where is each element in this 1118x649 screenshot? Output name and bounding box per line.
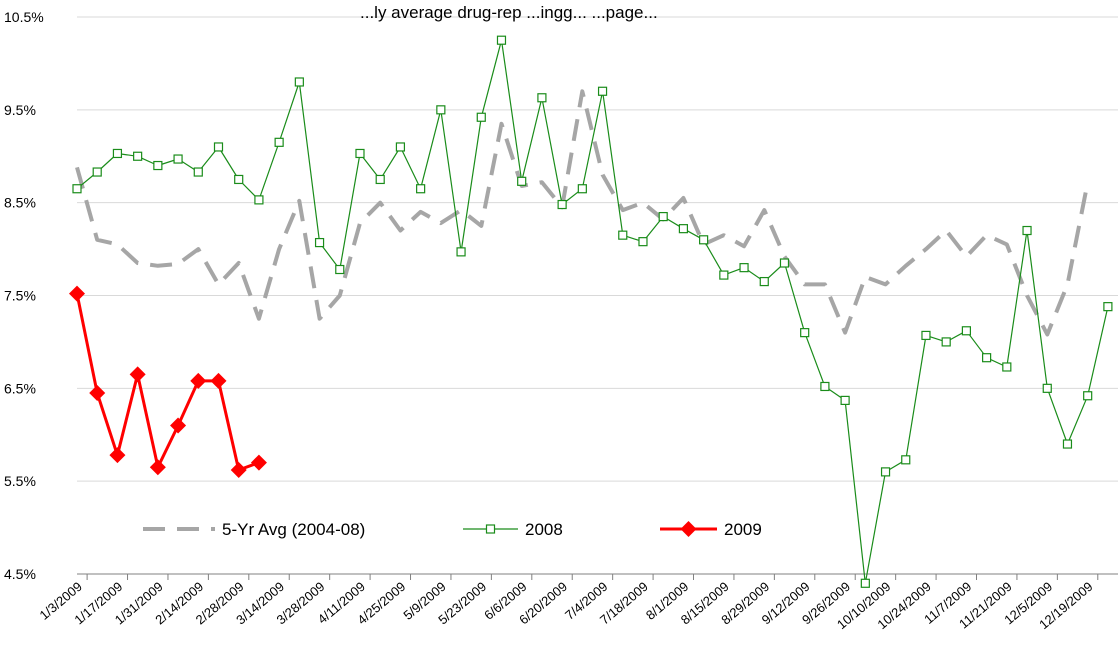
data-point bbox=[275, 138, 283, 146]
data-point bbox=[170, 417, 186, 433]
data-point bbox=[700, 236, 708, 244]
data-point bbox=[457, 248, 465, 256]
legend-item: 5-Yr Avg (2004-08) bbox=[143, 520, 365, 539]
data-point bbox=[251, 455, 267, 471]
series-2 bbox=[69, 286, 267, 478]
data-point bbox=[154, 162, 162, 170]
data-point bbox=[417, 185, 425, 193]
data-point bbox=[1104, 303, 1112, 311]
data-point bbox=[69, 286, 85, 302]
data-point bbox=[73, 185, 81, 193]
legend-marker bbox=[487, 525, 495, 533]
data-point bbox=[801, 329, 809, 337]
data-point bbox=[497, 36, 505, 44]
data-point bbox=[619, 231, 627, 239]
y-tick-label: 6.5% bbox=[4, 380, 36, 396]
data-point bbox=[942, 338, 950, 346]
data-point bbox=[659, 213, 667, 221]
data-point bbox=[882, 468, 890, 476]
data-point bbox=[861, 579, 869, 587]
y-tick-label: 10.5% bbox=[4, 9, 44, 25]
legend-item: 2009 bbox=[660, 520, 762, 539]
data-point bbox=[255, 196, 263, 204]
data-point bbox=[578, 185, 586, 193]
x-axis-ticks: 1/3/20091/17/20091/31/20092/14/20092/28/… bbox=[37, 579, 1096, 632]
y-tick-label: 9.5% bbox=[4, 102, 36, 118]
data-point bbox=[396, 143, 404, 151]
data-point bbox=[235, 175, 243, 183]
data-point bbox=[130, 366, 146, 382]
data-point bbox=[679, 225, 687, 233]
data-point bbox=[1003, 363, 1011, 371]
data-point bbox=[760, 278, 768, 286]
y-tick-label: 8.5% bbox=[4, 195, 36, 211]
data-point bbox=[477, 113, 485, 121]
y-tick-label: 5.5% bbox=[4, 473, 36, 489]
data-point bbox=[841, 396, 849, 404]
y-tick-label: 4.5% bbox=[4, 566, 36, 582]
legend-label: 2008 bbox=[525, 520, 563, 539]
data-point bbox=[194, 168, 202, 176]
data-point bbox=[231, 462, 247, 478]
data-point bbox=[190, 373, 206, 389]
data-point bbox=[316, 239, 324, 247]
data-point bbox=[214, 143, 222, 151]
data-point bbox=[134, 152, 142, 160]
series-1 bbox=[73, 36, 1112, 587]
data-point bbox=[1084, 392, 1092, 400]
data-point bbox=[210, 373, 226, 389]
data-point bbox=[821, 382, 829, 390]
data-point bbox=[336, 266, 344, 274]
series-line bbox=[77, 40, 1108, 583]
series-0 bbox=[77, 91, 1088, 334]
data-point bbox=[113, 149, 121, 157]
data-point bbox=[720, 271, 728, 279]
data-point bbox=[518, 177, 526, 185]
legend-label: 5-Yr Avg (2004-08) bbox=[222, 520, 365, 539]
data-point bbox=[599, 87, 607, 95]
data-point bbox=[1063, 440, 1071, 448]
series-line bbox=[77, 294, 259, 470]
data-point bbox=[558, 201, 566, 209]
data-point bbox=[780, 259, 788, 267]
legend: 5-Yr Avg (2004-08) 2008 2009 bbox=[143, 520, 762, 539]
data-point bbox=[295, 78, 303, 86]
y-axis-ticks: 10.5% 9.5% 8.5% 7.5% 6.5% 5.5% 4.5% bbox=[4, 9, 44, 582]
legend-label: 2009 bbox=[724, 520, 762, 539]
data-point bbox=[639, 238, 647, 246]
data-point bbox=[1023, 227, 1031, 235]
data-point bbox=[962, 327, 970, 335]
data-point bbox=[740, 264, 748, 272]
data-point bbox=[93, 168, 101, 176]
data-point bbox=[983, 354, 991, 362]
data-point bbox=[109, 447, 125, 463]
series-layer bbox=[69, 36, 1112, 587]
data-point bbox=[437, 106, 445, 114]
data-point bbox=[150, 459, 166, 475]
chart-title: ...ly average drug-rep ...ingg... ...pag… bbox=[360, 3, 658, 22]
legend-item: 2008 bbox=[463, 520, 563, 539]
x-axis bbox=[77, 574, 1118, 580]
data-point bbox=[174, 155, 182, 163]
data-point bbox=[922, 331, 930, 339]
data-point bbox=[89, 385, 105, 401]
data-point bbox=[902, 456, 910, 464]
series-line bbox=[77, 91, 1088, 334]
data-point bbox=[538, 94, 546, 102]
legend-marker bbox=[681, 521, 697, 537]
data-point bbox=[1043, 384, 1051, 392]
y-tick-label: 7.5% bbox=[4, 288, 36, 304]
data-point bbox=[356, 149, 364, 157]
data-point bbox=[376, 175, 384, 183]
